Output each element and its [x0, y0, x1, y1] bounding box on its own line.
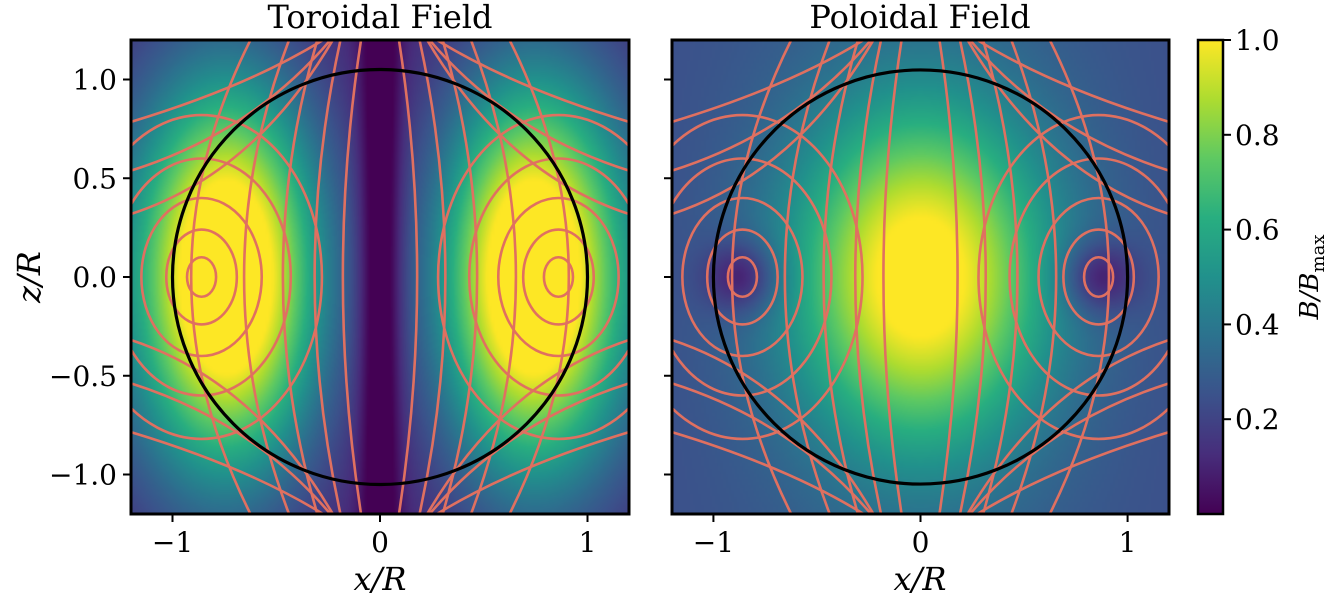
field-loop — [1008, 156, 1169, 398]
y-tick-label: 1.0 — [72, 64, 117, 97]
field-line — [425, 338, 629, 514]
ticks-toroidal: −1 0 1 1.0 0.5 0.0 −0.5 −1.0 — [49, 64, 596, 560]
field-lines-toroidal — [131, 40, 629, 514]
field-line — [313, 40, 342, 514]
field-line — [281, 40, 319, 514]
field-loop — [131, 157, 293, 397]
field-loop — [672, 113, 864, 441]
field-loop — [1082, 255, 1115, 299]
colorbar-frame — [1196, 38, 1225, 516]
field-loop — [726, 256, 759, 298]
field-line — [981, 40, 1019, 514]
title-toroidal: Toroidal Field — [268, 0, 493, 36]
field-line — [131, 40, 326, 124]
field-line — [938, 40, 959, 514]
colorbar-label-main: B/B — [1295, 272, 1325, 320]
panel-toroidal: Toroidal Field −1 0 1 1.0 0.5 0.0 −0.5 −1.0 x/R… — [10, 0, 631, 598]
field-line — [672, 338, 875, 514]
y-tick-label: −1.0 — [49, 459, 117, 492]
unit-circle-toroidal — [170, 67, 590, 487]
field-loop — [496, 196, 620, 358]
field-line — [966, 40, 1169, 216]
field-line — [425, 40, 629, 216]
field-line — [189, 40, 253, 514]
field-loop — [140, 196, 264, 358]
field-line — [507, 40, 571, 514]
colorbar-tick-label: 0.6 — [1235, 214, 1280, 247]
field-line — [131, 338, 335, 514]
field-line — [882, 40, 903, 514]
field-line — [672, 430, 867, 514]
field-loop — [542, 256, 575, 298]
field-loop — [681, 196, 804, 358]
heatmap-poloidal — [672, 40, 1169, 514]
unit-circle-poloidal — [711, 68, 1130, 486]
colorbar-gradient — [1198, 40, 1223, 514]
field-line — [672, 40, 867, 124]
field-line — [418, 40, 447, 514]
field-line — [968, 382, 1169, 514]
field-line — [131, 40, 335, 216]
field-line — [672, 382, 873, 514]
field-line — [131, 430, 326, 514]
field-line — [434, 40, 629, 124]
field-loop — [977, 113, 1169, 441]
x-tick-label: 0 — [371, 526, 389, 559]
field-line — [822, 40, 860, 514]
xlabel-poloidal: x/R — [894, 560, 947, 598]
field-loop — [185, 256, 218, 298]
colorbar-tick-label: 0.2 — [1235, 403, 1280, 436]
field-loop — [164, 228, 239, 326]
heatmap-toroidal — [131, 40, 629, 514]
field-line — [427, 382, 629, 514]
ylabel-toroidal: z/R — [10, 251, 48, 304]
field-lines-poloidal — [672, 40, 1169, 514]
x-tick-label: 0 — [912, 526, 930, 559]
field-loop — [467, 157, 629, 397]
x-tick-label: −1 — [693, 526, 734, 559]
field-loop — [436, 113, 629, 441]
field-loop — [672, 157, 833, 397]
field-line — [441, 40, 479, 514]
field-line — [131, 382, 333, 514]
field-loop — [131, 113, 324, 441]
colorbar-tick-label: 0.8 — [1235, 119, 1280, 152]
field-line — [730, 40, 793, 514]
field-line — [434, 430, 629, 514]
y-tick-label: −0.5 — [49, 360, 117, 393]
field-line — [974, 430, 1169, 514]
x-tick-label: 1 — [579, 526, 597, 559]
colorbar-label: B/Bmax — [1295, 235, 1329, 321]
field-loop — [521, 228, 596, 326]
colorbar-ticks: 0.2 0.4 0.6 0.8 1.0 — [1223, 24, 1280, 436]
field-loop — [705, 228, 779, 326]
field-line — [397, 40, 419, 514]
xlabel-toroidal: x/R — [354, 560, 407, 598]
field-line — [968, 40, 1169, 172]
y-tick-label: 0.5 — [72, 162, 117, 195]
colorbar-tick-label: 1.0 — [1235, 24, 1280, 57]
field-line — [672, 40, 873, 172]
y-tick-label: 0.0 — [72, 261, 117, 294]
field-line — [427, 40, 629, 172]
x-tick-label: 1 — [1119, 526, 1137, 559]
field-line — [131, 40, 333, 172]
field-line — [672, 40, 875, 216]
ticks-poloidal: −1 0 1 — [664, 78, 1137, 559]
field-loop — [1037, 196, 1160, 358]
field-line — [341, 40, 363, 514]
field-line — [966, 338, 1169, 514]
field-loop — [1062, 228, 1136, 326]
field-line — [974, 40, 1169, 124]
title-poloidal: Poloidal Field — [809, 0, 1030, 36]
field-line — [958, 40, 987, 514]
x-tick-label: −1 — [152, 526, 193, 559]
colorbar-label-sub: max — [1308, 235, 1329, 273]
colorbar: 0.2 0.4 0.6 0.8 1.0 B/Bmax — [1196, 24, 1329, 516]
panel-poloidal: Poloidal Field −1 0 1 x/R — [664, 0, 1171, 598]
colorbar-tick-label: 0.4 — [1235, 308, 1280, 341]
field-line — [1048, 40, 1111, 514]
field-line — [854, 40, 883, 514]
